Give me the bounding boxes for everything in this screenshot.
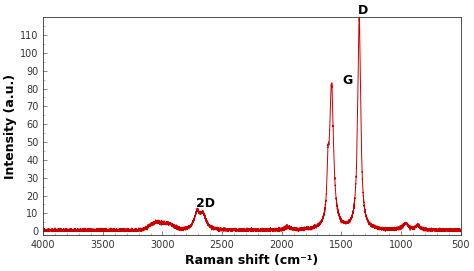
Text: D: D bbox=[357, 4, 368, 17]
Text: G: G bbox=[342, 74, 353, 87]
Text: 2D: 2D bbox=[196, 197, 215, 210]
X-axis label: Raman shift (cm⁻¹): Raman shift (cm⁻¹) bbox=[185, 254, 319, 267]
Y-axis label: Intensity (a.u.): Intensity (a.u.) bbox=[4, 73, 17, 179]
